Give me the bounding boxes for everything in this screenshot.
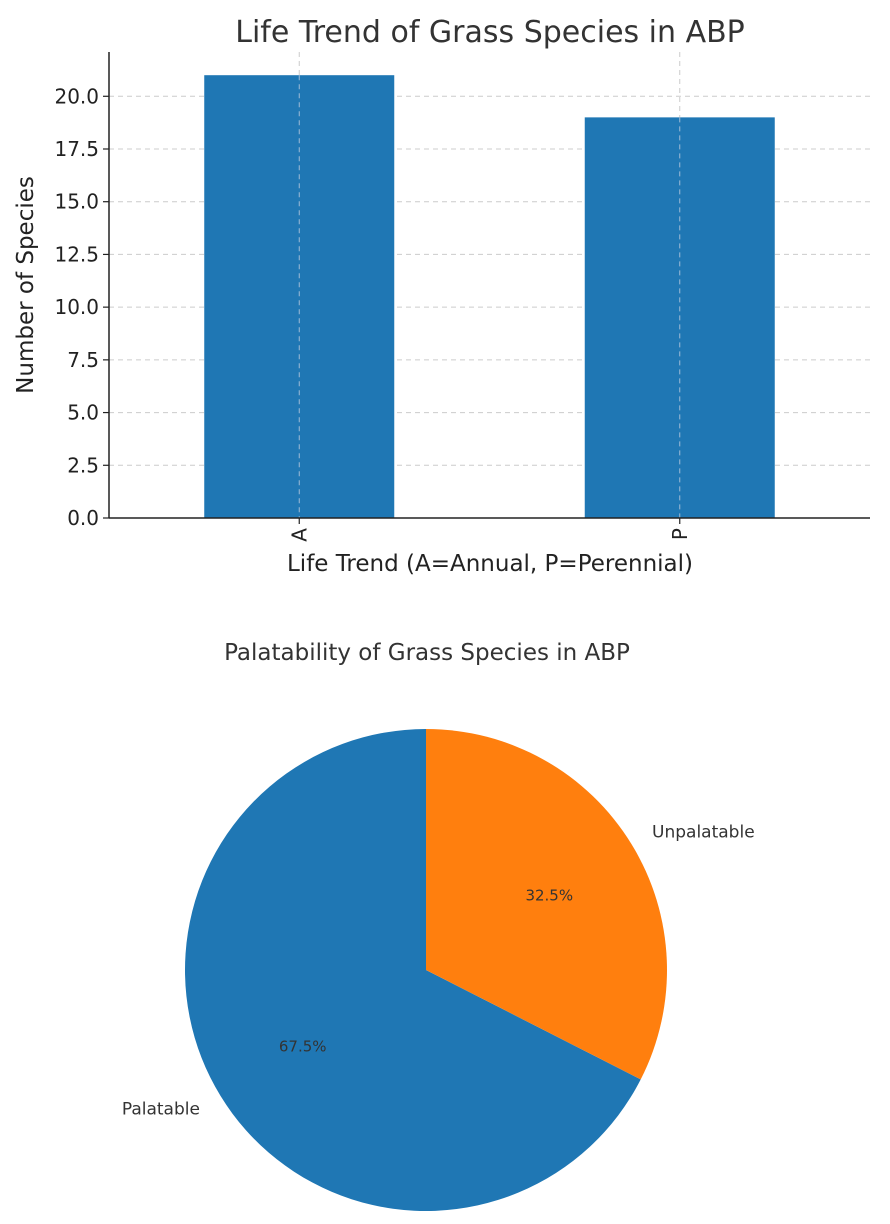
x-tick-label: A [287,528,311,542]
pie-chart-title: Palatability of Grass Species in ABP [224,640,630,666]
pie-chart: Palatability of Grass Species in ABP 67.… [122,640,755,1211]
x-axis-label: Life Trend (A=Annual, P=Perennial) [287,551,693,577]
pie-slices [185,729,667,1211]
y-axis-ticks: 0.0 2.5 5.0 7.5 10.0 12.5 15.0 17.5 20.0 [54,84,109,530]
pie-slice-label: Palatable [122,1100,200,1120]
y-tick-label: 12.5 [54,242,99,266]
y-tick-label: 10.0 [54,295,99,319]
y-tick-label: 15.0 [54,190,99,214]
pie-slice-palatable [185,729,641,1211]
pie-pct-label: 67.5% [279,1038,327,1056]
pie-labels: 67.5% Palatable 32.5% Unpalatable [122,822,755,1119]
bar-chart: Life Trend of Grass Species in ABP 0.0 2.… [13,15,870,577]
y-tick-label: 17.5 [54,137,99,161]
bar-chart-title: Life Trend of Grass Species in ABP [235,15,745,50]
pie-pct-label: 32.5% [525,886,573,904]
y-tick-label: 0.0 [67,506,99,530]
pie-slice-label: Unpalatable [652,822,755,842]
y-tick-label: 20.0 [54,84,99,108]
x-tick-label: P [668,528,692,540]
y-axis-label: Number of Species [13,176,39,394]
y-tick-label: 5.0 [67,401,99,425]
pie-slice-unpalatable [426,729,667,1080]
y-tick-label: 7.5 [67,348,99,372]
y-tick-label: 2.5 [67,453,99,477]
bar-bars [204,75,775,518]
